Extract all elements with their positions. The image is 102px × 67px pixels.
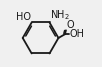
Text: O: O bbox=[66, 20, 74, 30]
Text: HO: HO bbox=[16, 12, 31, 22]
Text: NH$_2$: NH$_2$ bbox=[50, 8, 70, 22]
Text: OH: OH bbox=[69, 29, 84, 39]
